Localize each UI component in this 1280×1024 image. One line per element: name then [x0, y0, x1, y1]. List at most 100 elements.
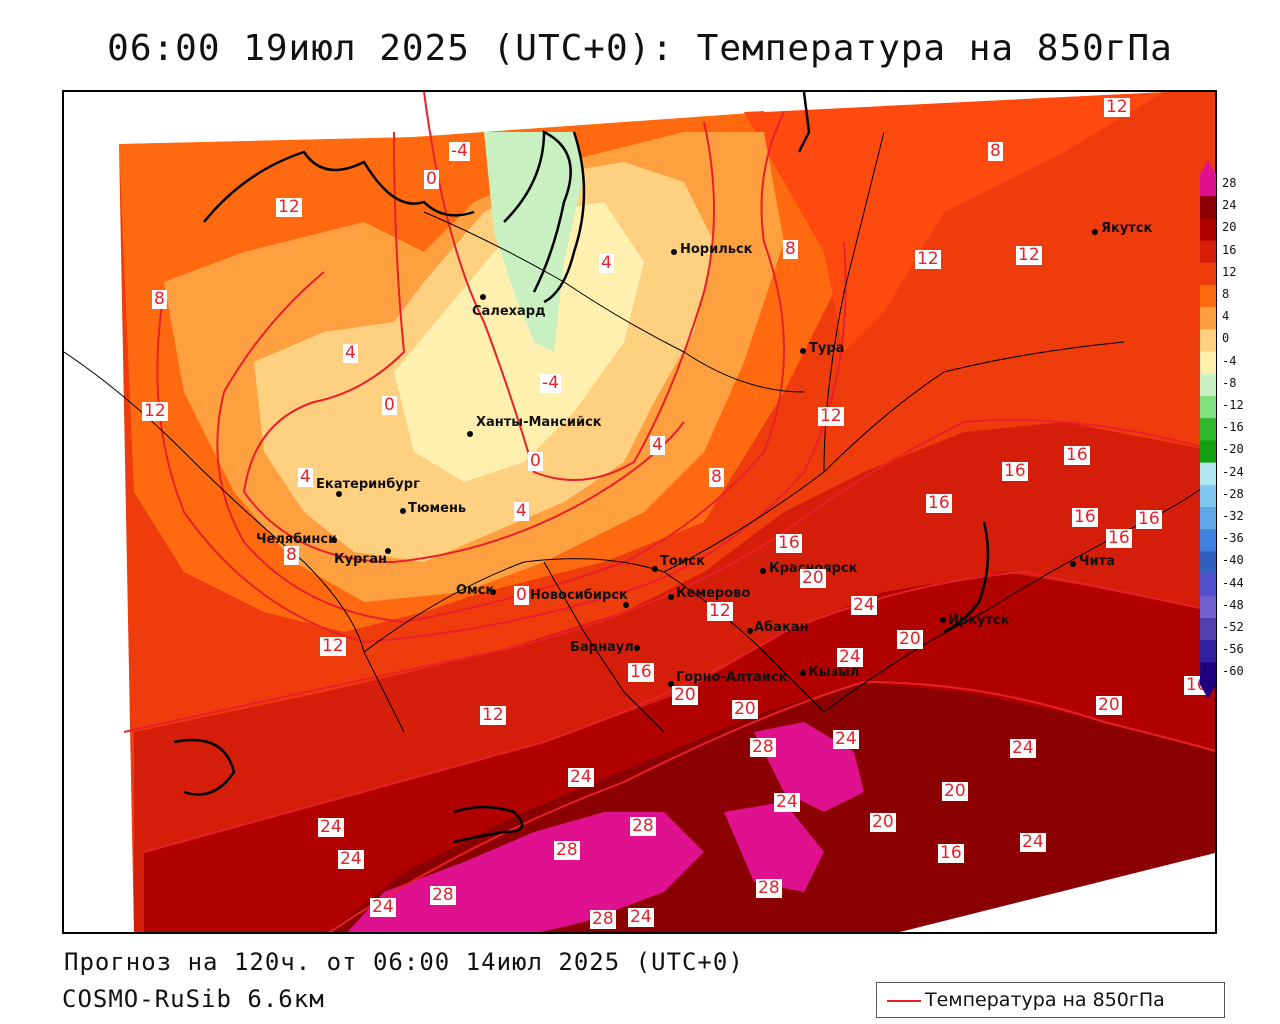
- colorbar-swatch: [1200, 507, 1216, 530]
- colorbar-swatch: [1200, 396, 1216, 419]
- isoline-label: 24: [1010, 738, 1036, 758]
- legend-label: Температура на 850гПа: [925, 989, 1165, 1011]
- isoline-label: 16: [938, 843, 964, 863]
- isoline-label: 16: [1002, 461, 1028, 481]
- colorbar-swatch: [1200, 285, 1216, 308]
- legend-line-swatch: [887, 1000, 921, 1002]
- colorbar-swatch: [1200, 373, 1216, 397]
- city-tomsk: Томск: [660, 554, 705, 569]
- city-kurgan: Курган: [334, 552, 387, 567]
- city-dot-norilsk: [671, 249, 677, 255]
- city-tyumen: Тюмень: [408, 501, 467, 516]
- isoline-label: -4: [449, 141, 470, 161]
- city-dot-abakan: [747, 628, 753, 634]
- field-12-east: [744, 92, 1164, 352]
- colorbar-tick-label: -44: [1222, 575, 1244, 590]
- colorbar-tick-label: -36: [1222, 531, 1244, 546]
- city-irkutsk: Иркутск: [948, 613, 1010, 628]
- colorbar-swatch: [1200, 618, 1216, 641]
- colorbar-swatch: [1200, 595, 1216, 619]
- colorbar-swatch: [1200, 174, 1216, 197]
- isoline-label: 16: [628, 662, 654, 682]
- city-chelyabinsk: Челябинск: [256, 532, 337, 547]
- city-dot-ekb: [336, 491, 342, 497]
- map-title: 06:00 19июл 2025 (UTC+0): Температура на…: [107, 28, 1173, 69]
- colorbar-swatch: [1200, 218, 1216, 242]
- isoline-label: 28: [430, 885, 456, 905]
- colorbar-tick-label: -32: [1222, 509, 1244, 523]
- isoline-label: 4: [650, 435, 665, 455]
- colorbar-tick-label: 8: [1222, 287, 1230, 301]
- map-area[interactable]: Норильск Якутск Салехард Тура Ханты-Манс…: [62, 90, 1217, 934]
- city-dot-chita: [1070, 561, 1076, 567]
- colorbar-tick-label: -52: [1222, 620, 1244, 634]
- isoline-label: 16: [776, 533, 802, 553]
- city-kyzyl: Кызыл: [808, 665, 860, 680]
- isoline-label: 16: [1064, 445, 1090, 465]
- city-gorno-altaysk: Горно-Алтайск: [676, 670, 788, 685]
- forecast-info: Прогноз на 120ч. от 06:00 14июл 2025 (UT…: [64, 948, 744, 976]
- city-dot-kurgan: [385, 548, 391, 554]
- isoline-label: 28: [590, 909, 616, 929]
- colorbar-tick-label: 16: [1222, 242, 1237, 257]
- isoline-label: 12: [707, 601, 733, 621]
- colorbar-tick-label: 20: [1222, 220, 1237, 235]
- colorbar-tick-label: 12: [1222, 264, 1237, 279]
- city-dot-omsk: [490, 589, 496, 595]
- isoline-label: 20: [1096, 695, 1122, 715]
- city-chita: Чита: [1079, 554, 1115, 569]
- isoline-label: 28: [630, 816, 656, 836]
- outside-domain-south: [899, 853, 1215, 932]
- colorbar-tick-label: -56: [1222, 642, 1244, 657]
- colorbar-swatch: [1200, 351, 1216, 375]
- isoline-label: 8: [284, 545, 299, 565]
- isoline-label: 28: [756, 878, 782, 898]
- isoline-label: 24: [837, 647, 863, 667]
- isoline-label: 8: [783, 239, 798, 259]
- isoline-label: 12: [915, 249, 941, 269]
- colorbar-tick-label: -24: [1222, 464, 1244, 479]
- colorbar-tick-label: 0: [1222, 331, 1230, 346]
- field-28-c: [724, 802, 824, 892]
- isoline-label: 20: [672, 685, 698, 705]
- city-dot-novosibirsk: [623, 602, 629, 608]
- field-neg4: [394, 202, 644, 482]
- colorbar-tick-label: 24: [1222, 198, 1237, 213]
- city-dot-tyumen: [400, 508, 406, 514]
- city-dot-barnaul: [634, 645, 640, 651]
- isoline-label: 24: [318, 817, 344, 837]
- city-dot-salekhard: [480, 294, 486, 300]
- isoline-label: 12: [480, 705, 506, 725]
- colorbar-tick-label: 4: [1222, 309, 1230, 324]
- coastline: [173, 92, 990, 844]
- isoline-label: 12: [1016, 245, 1042, 265]
- city-dot-tura: [800, 348, 806, 354]
- colorbar-tick-label: -8: [1222, 375, 1237, 390]
- colorbar-top-arrow: [1200, 160, 1216, 174]
- isoline-label: 16: [1136, 509, 1162, 529]
- city-dot-gorno: [668, 681, 674, 687]
- city-dot-kemerovo: [668, 594, 674, 600]
- colorbar-swatch: [1200, 418, 1216, 441]
- isoline-label: -4: [540, 373, 561, 393]
- isoline-label: 0: [514, 585, 529, 605]
- isoline-label: 24: [851, 595, 877, 615]
- isoline-label: 24: [1020, 832, 1046, 852]
- colorbar-swatch: [1200, 240, 1216, 264]
- colorbar-swatch: [1200, 440, 1216, 464]
- isoline-label: 24: [568, 767, 594, 787]
- colorbar-swatches: [1200, 160, 1216, 699]
- colorbar-tick-label: -48: [1222, 597, 1244, 612]
- colorbar: [1200, 160, 1216, 704]
- isoline-label: 4: [298, 467, 313, 487]
- city-dot-irkutsk: [940, 617, 946, 623]
- colorbar-swatch: [1200, 484, 1216, 508]
- model-name: COSMO-RuSib 6.6км: [62, 985, 325, 1013]
- legend: Температура на 850гПа: [876, 982, 1225, 1018]
- city-kemerovo: Кемерово: [676, 586, 751, 601]
- isoline-label: 24: [833, 729, 859, 749]
- isoline-label: 24: [338, 849, 364, 869]
- colorbar-bottom-arrow: [1200, 684, 1216, 699]
- isoline-label: 0: [382, 395, 397, 415]
- isoline-label: 28: [554, 840, 580, 860]
